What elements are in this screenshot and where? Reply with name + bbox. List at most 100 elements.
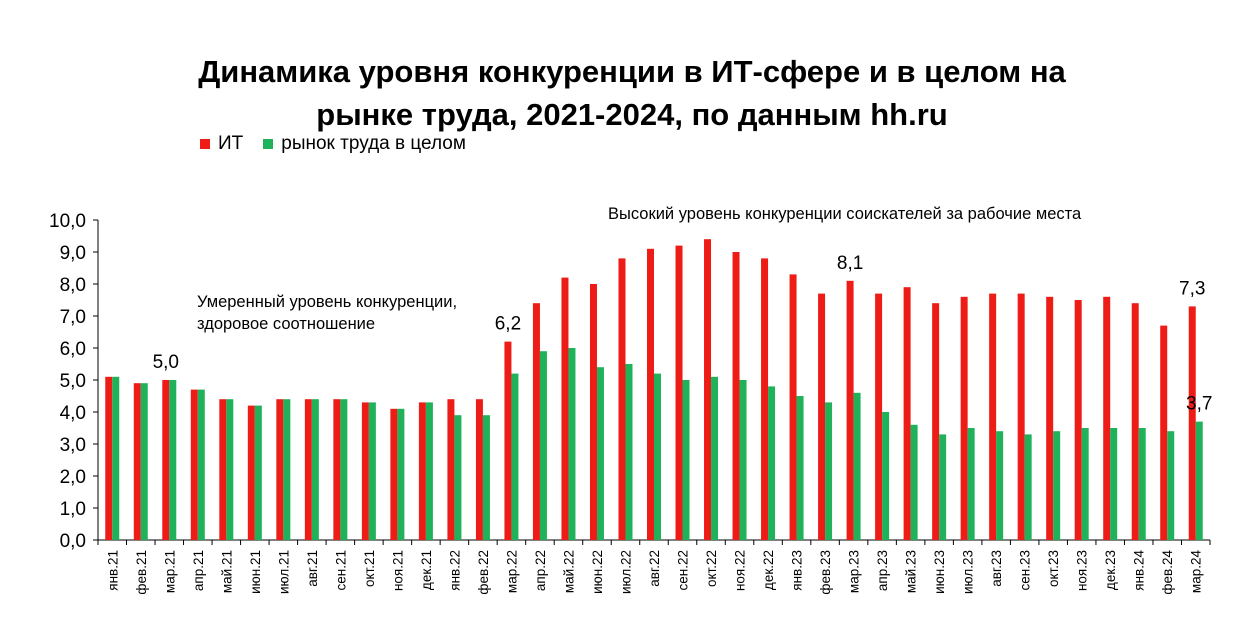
- x-tick-label: июн.23: [932, 550, 947, 594]
- bar-it: [162, 380, 170, 540]
- bar-market: [112, 376, 120, 540]
- bar-it: [1046, 296, 1054, 540]
- x-tick-label: окт.22: [704, 550, 719, 587]
- x-tick-label: июн.22: [590, 550, 605, 594]
- y-tick-label: 9,0: [60, 243, 86, 264]
- legend-label-market: рынок труда в целом: [281, 133, 466, 154]
- bar-it: [304, 399, 312, 540]
- x-tick-label: дек.23: [1103, 550, 1118, 590]
- bar-market: [796, 396, 804, 540]
- bar-market: [568, 348, 576, 540]
- bar-market: [311, 399, 319, 540]
- bar-market: [397, 408, 405, 540]
- x-tick-label: мар.22: [504, 550, 519, 593]
- bar-market: [1138, 428, 1146, 540]
- legend-label-it: ИТ: [218, 133, 244, 154]
- bar-market: [853, 392, 861, 540]
- bar-market: [825, 402, 833, 540]
- bar-market: [996, 431, 1004, 540]
- y-tick-label: 1,0: [60, 499, 86, 520]
- x-tick-label: сен.23: [1018, 550, 1033, 590]
- y-tick-label: 0,0: [60, 531, 86, 552]
- x-tick-label: мар.21: [162, 550, 177, 593]
- bar-market: [425, 402, 433, 540]
- bar-market: [482, 415, 490, 540]
- x-tick-label: июл.23: [961, 550, 976, 594]
- x-tick-label: фев.23: [818, 550, 833, 595]
- bar-it: [761, 258, 769, 540]
- bar-market: [596, 367, 604, 540]
- bar-market: [1053, 431, 1061, 540]
- chart-title: Динамика уровня конкуренции в ИТ-сфере и…: [0, 50, 1254, 136]
- x-tick-label: авг.21: [305, 550, 320, 587]
- y-tick-label: 6,0: [60, 339, 86, 360]
- x-tick-label: фев.22: [476, 550, 491, 595]
- bar-it: [1160, 325, 1168, 540]
- bar-it: [247, 405, 255, 540]
- x-tick-label: ноя.22: [733, 550, 748, 591]
- annotation-high: Высокий уровень конкуренции соискателей …: [608, 205, 1082, 223]
- bar-market: [197, 389, 205, 540]
- bar-it: [704, 239, 712, 540]
- annotation-moderate: Умеренный уровень конкуренции, здоровое …: [197, 291, 457, 335]
- bar-market: [340, 399, 348, 540]
- bar-market: [539, 351, 547, 540]
- data-label: 7,3: [1179, 278, 1205, 299]
- bar-market: [967, 428, 975, 540]
- legend-item-market: рынок труда в целом: [263, 133, 466, 155]
- bar-it: [1131, 303, 1139, 540]
- bar-it: [618, 258, 626, 540]
- bar-market: [511, 373, 519, 540]
- x-tick-label: янв.24: [1132, 550, 1147, 591]
- bar-it: [276, 399, 284, 540]
- chart-title-line-1: Динамика уровня конкуренции в ИТ-сфере и…: [198, 54, 1066, 89]
- annotation-moderate-line-2: здоровое соотношение: [197, 315, 376, 333]
- x-tick-label: май.21: [219, 550, 234, 593]
- y-tick-label: 8,0: [60, 275, 86, 296]
- bar-it: [989, 293, 997, 540]
- bar-it: [732, 252, 740, 540]
- x-tick-label: апр.22: [533, 550, 548, 591]
- bar-it: [361, 402, 369, 540]
- bar-it: [818, 293, 826, 540]
- x-tick-label: дек.21: [419, 550, 434, 590]
- bar-it: [846, 280, 854, 540]
- y-tick-label: 5,0: [60, 371, 86, 392]
- bar-it: [390, 408, 398, 540]
- data-label: 3,7: [1186, 394, 1212, 415]
- bar-it: [789, 274, 797, 540]
- x-tick-label: окт.21: [362, 550, 377, 587]
- bar-market: [882, 412, 890, 540]
- bar-it: [647, 248, 654, 541]
- bar-it: [475, 399, 483, 540]
- bar-market: [169, 380, 177, 540]
- x-tick-label: авг.22: [647, 550, 662, 587]
- x-tick-label: апр.21: [191, 550, 206, 591]
- x-tick-label: сен.21: [333, 550, 348, 590]
- x-tick-label: июл.21: [276, 550, 291, 594]
- data-label: 8,1: [837, 253, 863, 274]
- bar-market: [768, 386, 776, 540]
- bar-it: [960, 296, 968, 540]
- bar-it: [532, 303, 540, 540]
- x-tick-label: май.22: [561, 550, 576, 593]
- bar-it: [589, 284, 597, 540]
- x-tick-label: фев.21: [134, 550, 149, 595]
- chart-title-line-2: рынке труда, 2021-2024, по данным hh.ru: [316, 97, 948, 132]
- x-tick-label: июн.21: [248, 550, 263, 594]
- x-tick-label: янв.21: [105, 550, 120, 591]
- y-tick-label: 10,0: [49, 211, 86, 232]
- bar-it: [504, 341, 512, 540]
- bar-market: [711, 376, 719, 540]
- bar-market: [140, 383, 148, 540]
- bar-market: [625, 364, 633, 540]
- bar-it: [418, 402, 426, 540]
- bar-it: [561, 277, 569, 540]
- x-tick-label: июл.22: [618, 550, 633, 594]
- bar-it: [1188, 306, 1196, 540]
- bar-market: [654, 373, 661, 540]
- x-tick-label: фев.24: [1160, 550, 1175, 595]
- x-tick-label: ноя.23: [1075, 550, 1090, 591]
- bar-it: [190, 389, 198, 540]
